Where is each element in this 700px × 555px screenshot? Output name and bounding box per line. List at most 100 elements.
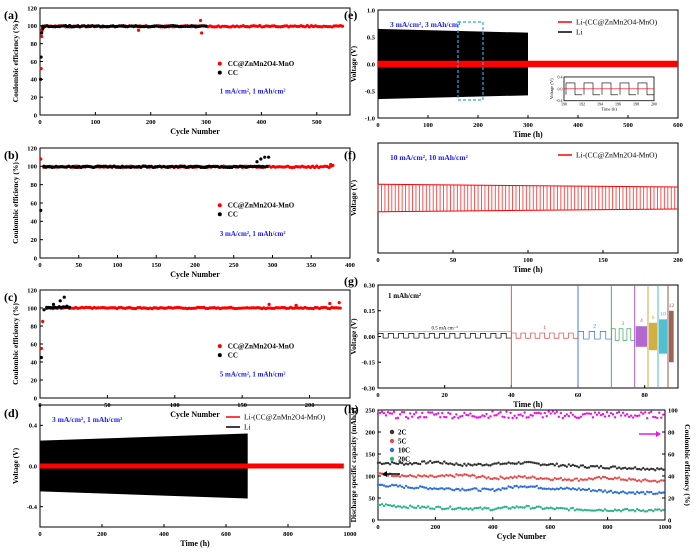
legend-label: 2C xyxy=(398,429,407,437)
data-point xyxy=(621,478,625,481)
data-point xyxy=(437,412,440,415)
data-point xyxy=(495,462,498,465)
y-tick-label: 0.5 xyxy=(367,34,376,41)
data-point xyxy=(547,487,550,490)
y-axis-title: Voltage (V) xyxy=(349,318,358,355)
data-point xyxy=(537,487,540,490)
data-point xyxy=(38,77,43,81)
data-point xyxy=(591,465,595,468)
data-point xyxy=(557,465,561,468)
segment-10: 10 xyxy=(657,285,667,388)
data-point xyxy=(585,488,589,492)
data-point xyxy=(565,413,569,416)
data-point xyxy=(453,475,456,479)
data-point xyxy=(646,510,649,513)
data-point xyxy=(463,411,466,415)
data-point xyxy=(637,509,641,512)
data-point xyxy=(593,465,597,468)
data-point xyxy=(567,463,571,466)
data-point xyxy=(475,416,478,419)
data-point xyxy=(553,476,556,480)
data-point xyxy=(392,504,396,507)
data-point xyxy=(656,492,659,495)
data-point xyxy=(629,467,633,470)
data-point xyxy=(487,416,490,420)
data-point xyxy=(390,461,394,464)
y-tick-label: 80 xyxy=(31,182,38,189)
data-point xyxy=(481,464,484,467)
x-axis-title: Cycle Number xyxy=(497,532,547,541)
data-point xyxy=(386,485,390,488)
data-point xyxy=(431,487,434,491)
data-point xyxy=(539,506,542,509)
data-point xyxy=(487,507,490,510)
data-point xyxy=(441,462,444,465)
data-point xyxy=(549,506,552,509)
panel-b: 0 50 100 150 200 250 300 350 400 0 20 40 60 80 100 120 C… xyxy=(11,145,355,279)
data-point xyxy=(404,484,408,488)
data-point xyxy=(396,474,400,478)
data-point xyxy=(547,463,550,466)
data-point xyxy=(400,506,404,509)
data-point xyxy=(425,506,428,509)
data-point xyxy=(646,490,649,494)
data-point xyxy=(631,491,635,494)
data-point xyxy=(662,508,665,512)
data-point xyxy=(565,465,569,468)
inset-y-tick-label: 0.0 xyxy=(558,86,563,91)
data-point xyxy=(451,417,454,420)
data-point xyxy=(265,164,269,168)
left-axis-arrowhead xyxy=(382,471,387,477)
series-CC@ZnMn2O4-MnO xyxy=(39,301,342,351)
data-point xyxy=(557,487,561,491)
x-tick-label: 80 xyxy=(641,392,648,399)
data-point xyxy=(479,462,482,466)
data-point xyxy=(615,477,619,480)
data-point xyxy=(384,503,388,506)
data-point xyxy=(489,509,492,512)
y-tick-label: 0 xyxy=(34,112,37,119)
data-point xyxy=(613,476,617,480)
y-tick-label: -1.0 xyxy=(365,115,375,122)
x-tick-label: 150 xyxy=(151,262,161,269)
x-tick-label: 350 xyxy=(306,262,316,269)
data-point xyxy=(485,507,488,510)
data-point xyxy=(392,410,396,414)
data-point xyxy=(423,416,426,419)
data-point xyxy=(477,506,480,510)
panel-label: (e) xyxy=(344,8,357,22)
data-point xyxy=(597,411,601,414)
y2-tick-label: 60 xyxy=(668,451,675,458)
y-tick-label: 80 xyxy=(31,41,38,48)
data-point xyxy=(577,508,581,511)
data-point xyxy=(433,507,436,511)
data-point xyxy=(376,471,380,474)
data-point xyxy=(404,506,408,509)
data-point xyxy=(485,412,488,416)
data-point xyxy=(531,485,534,488)
data-point xyxy=(597,488,601,492)
data-point xyxy=(615,467,619,470)
data-point xyxy=(507,507,510,510)
data-point xyxy=(491,508,494,512)
data-point xyxy=(539,464,542,467)
data-point xyxy=(384,485,388,488)
data-point xyxy=(609,509,613,513)
data-point xyxy=(575,416,579,419)
data-point xyxy=(613,508,617,511)
data-point xyxy=(471,508,474,511)
data-point xyxy=(487,488,490,491)
segment-3: 3 xyxy=(610,285,635,388)
data-point xyxy=(585,509,589,512)
data-point xyxy=(483,487,486,490)
y-tick-label: 100 xyxy=(27,305,37,312)
data-point xyxy=(545,477,548,480)
data-point xyxy=(623,491,627,494)
data-point xyxy=(380,462,384,466)
data-point xyxy=(627,415,631,419)
data-point xyxy=(519,475,522,478)
data-point xyxy=(549,478,552,482)
data-point xyxy=(328,301,332,306)
voltage-band-Li-(CC@ZnMn2O4-MnO) xyxy=(378,60,678,68)
data-point xyxy=(587,487,591,491)
